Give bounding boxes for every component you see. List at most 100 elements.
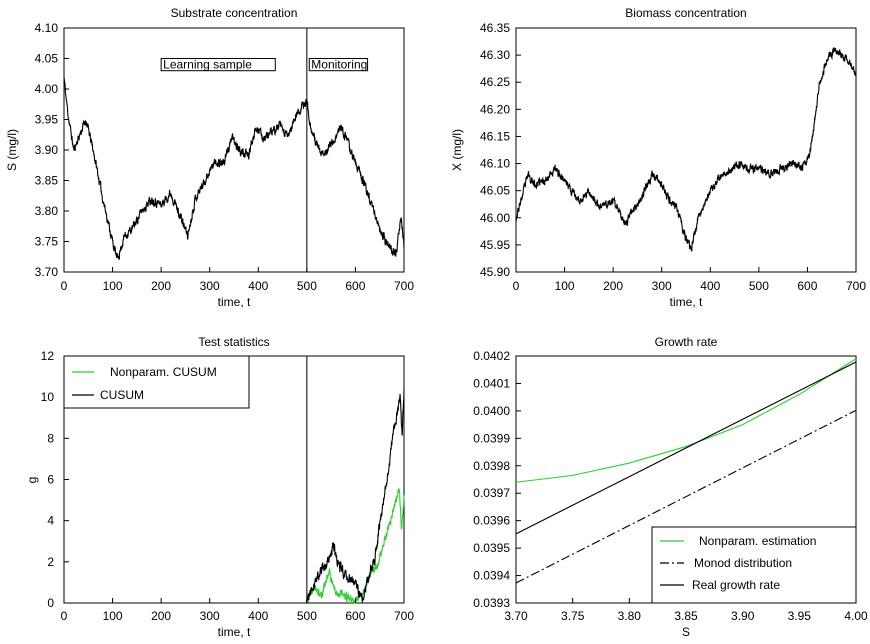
annotation-box — [308, 58, 369, 72]
tick-marks — [515, 27, 857, 273]
annotations: Learning sample Monitoring — [160, 58, 369, 72]
y-tick-label: 3.90 — [35, 143, 59, 157]
x-tick-label: 500 — [297, 609, 317, 623]
plot-area — [63, 27, 405, 273]
x-tick-label: 600 — [345, 609, 365, 623]
y-tick-label: 46.05 — [480, 184, 510, 198]
y-axis-label: X (mg/l) — [450, 129, 464, 171]
y-tick-label: 46.15 — [480, 129, 510, 143]
x-axis-label: time, t — [218, 295, 251, 309]
y-tick-label: 0.0395 — [473, 541, 510, 555]
x-tick-label: 3.80 — [618, 609, 642, 623]
y-tick-label: 46.00 — [480, 211, 510, 225]
y-tick-label: 0.0394 — [473, 569, 510, 583]
legend-label: Nonparam. CUSUM — [110, 365, 217, 379]
x-tick-label: 3.70 — [504, 609, 528, 623]
data-lines — [64, 356, 405, 604]
y-tick-label: 3.95 — [35, 113, 59, 127]
panel-title: Biomass concentration — [625, 6, 746, 20]
y-tick-label: 2 — [47, 555, 54, 569]
panel-test-statistics: Test statistics Nonparam. CUSUM CUSUM 0 … — [25, 335, 414, 639]
tick-marks — [63, 27, 405, 273]
series-line-nonparam-cusum — [64, 488, 405, 604]
panel-biomass: Biomass concentration 0 100 200 300 400 … — [450, 6, 866, 309]
x-tick-label: 0 — [61, 609, 68, 623]
y-tick-label: 3.70 — [35, 265, 59, 279]
series-line-nonparam-estimation — [515, 358, 857, 483]
x-tick-label: 400 — [700, 279, 720, 293]
x-tick-label: 3.75 — [561, 609, 585, 623]
y-tick-label: 46.35 — [480, 21, 510, 35]
panel-title: Substrate concentration — [171, 6, 298, 20]
x-tick-label: 600 — [797, 279, 817, 293]
y-tick-label: 4 — [47, 514, 54, 528]
series-line-substrate-0 — [63, 76, 405, 260]
x-tick-label: 100 — [103, 609, 123, 623]
panel-substrate: Substrate concentration 0 100 200 300 40… — [5, 6, 414, 309]
series-line-cusum — [64, 388, 405, 604]
panel-growth-rate: Growth rate Nonparam. estimation Monod d… — [473, 335, 868, 639]
y-axis-label: S (mg/l) — [5, 129, 19, 171]
y-tick-label: 0.0401 — [473, 376, 510, 390]
legend-box — [651, 526, 857, 604]
x-axis-label: S — [682, 625, 690, 639]
data-lines — [515, 358, 857, 584]
y-tick-label: 6 — [47, 473, 54, 487]
x-tick-label: 400 — [248, 279, 268, 293]
y-tick-label: 0.0402 — [473, 349, 510, 363]
y-tick-label: 0.0396 — [473, 514, 510, 528]
x-tick-label: 300 — [200, 279, 220, 293]
y-tick-label: 3.85 — [35, 174, 59, 188]
x-tick-label: 300 — [200, 609, 220, 623]
plot-area — [63, 355, 405, 604]
legend-box — [63, 355, 250, 409]
y-tick-label: 10 — [41, 390, 55, 404]
y-tick-label: 46.25 — [480, 75, 510, 89]
plot-area — [515, 27, 857, 273]
legend-label: Real growth rate — [692, 578, 780, 592]
annotation-monitoring: Monitoring — [311, 58, 367, 72]
legend: Nonparam. estimation Monod distribution … — [651, 526, 857, 604]
data-lines — [515, 47, 857, 252]
annotation-learning-sample: Learning sample — [163, 58, 252, 72]
panel-title: Growth rate — [655, 335, 718, 349]
x-axis-label: time, t — [670, 295, 703, 309]
series-line-monod-distribution — [515, 409, 857, 584]
x-tick-label: 400 — [248, 609, 268, 623]
legend-label: Nonparam. estimation — [699, 534, 816, 548]
y-tick-label: 0.0399 — [473, 431, 510, 445]
y-tick-label: 3.75 — [35, 235, 59, 249]
x-tick-label: 0 — [513, 279, 520, 293]
panel-title: Test statistics — [198, 335, 269, 349]
series-line-biomass-0 — [515, 47, 857, 252]
legend: Nonparam. CUSUM CUSUM — [63, 355, 250, 409]
x-tick-label: 200 — [603, 279, 623, 293]
x-tick-label: 3.95 — [788, 609, 812, 623]
x-tick-label: 300 — [652, 279, 672, 293]
y-tick-label: 0 — [47, 596, 54, 610]
y-tick-label: 4.00 — [35, 82, 59, 96]
x-tick-label: 4.00 — [844, 609, 868, 623]
x-tick-label: 3.85 — [674, 609, 698, 623]
x-axis-label: time, t — [218, 625, 251, 639]
x-tick-label: 0 — [61, 279, 68, 293]
x-tick-label: 700 — [394, 609, 414, 623]
plot-area — [515, 355, 857, 604]
y-tick-label: 3.80 — [35, 204, 59, 218]
y-tick-label: 8 — [47, 431, 54, 445]
x-tick-label: 700 — [846, 279, 866, 293]
legend-label: Monod distribution — [694, 556, 792, 570]
y-axis-label: g — [25, 477, 39, 484]
x-tick-label: 700 — [394, 279, 414, 293]
x-tick-label: 200 — [151, 279, 171, 293]
tick-marks — [63, 355, 405, 604]
y-tick-label: 46.20 — [480, 102, 510, 116]
annotation-box — [160, 58, 276, 72]
plot-frame — [515, 27, 857, 273]
x-tick-label: 200 — [151, 609, 171, 623]
y-tick-label: 4.05 — [35, 52, 59, 66]
x-tick-label: 3.90 — [731, 609, 755, 623]
y-tick-label: 45.90 — [480, 265, 510, 279]
y-tick-label: 12 — [41, 349, 55, 363]
